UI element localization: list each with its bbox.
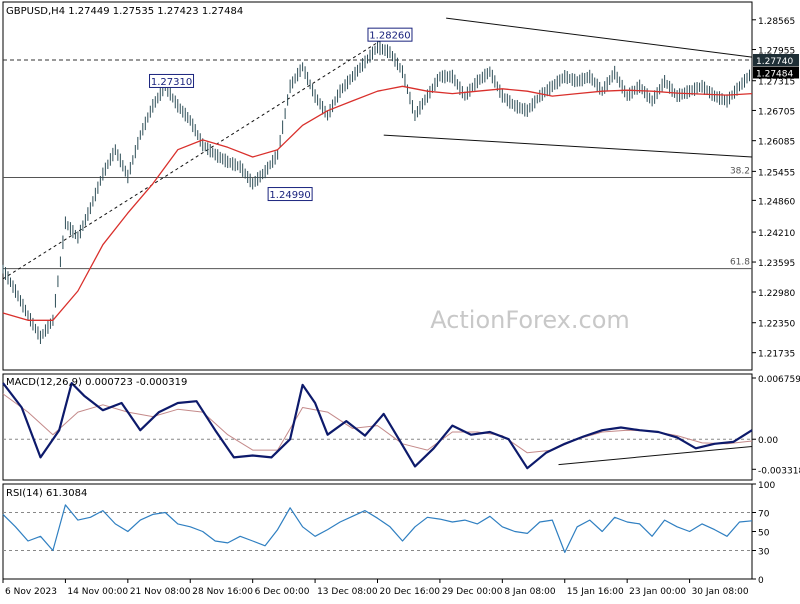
price-label-box: [267, 187, 313, 202]
price-y-tick-label: 1.27955: [758, 47, 795, 57]
price-label: 1.24990: [269, 190, 310, 201]
macd-signal-line: [2, 393, 753, 454]
fib-level-label: 61.8: [730, 258, 750, 268]
price-label-box: [149, 73, 195, 88]
moving-average-line: [2, 85, 753, 321]
x-axis-tick-label: 29 Dec 00:00: [442, 587, 503, 597]
rsi-title: RSI(14) 61.3084: [6, 488, 87, 499]
macd-line: [2, 382, 753, 470]
x-axis-tick-label: 28 Nov 16:00: [192, 587, 253, 597]
price-trendline: [2, 34, 391, 280]
x-axis-tick-label: 15 Jan 16:00: [567, 587, 624, 597]
price-y-tick-label: 1.22980: [758, 289, 795, 299]
macd-panel: [2, 373, 753, 481]
price-label: 1.27310: [151, 77, 192, 88]
macd-y-tick-label: -0.003318: [758, 466, 800, 476]
rsi-line: [2, 504, 753, 554]
x-axis-tick-label: 23 Jan 00:00: [629, 587, 686, 597]
rsi-panel: [2, 483, 753, 580]
x-axis-tick-label: 21 Nov 08:00: [130, 587, 191, 597]
chart-symbol-header: GBPUSD,H4 1.27449 1.27535 1.27423 1.2748…: [6, 6, 243, 17]
price-trendline: [383, 134, 753, 158]
macd-title: MACD(12,26,9) 0.000723 -0.000319: [6, 377, 187, 388]
x-axis-tick-label: 6 Dec 00:00: [255, 587, 310, 597]
x-axis-tick-label: 6 Nov 2023: [5, 587, 57, 597]
axes-layer: 1.28565 1.27955 1.27315 1.26705 1.26085 1.254…: [2, 17, 800, 597]
price-y-tick-label: 1.26085: [758, 138, 795, 148]
current-price-tag-label: 1.27484: [756, 69, 793, 79]
price-y-tick-label: 1.24860: [758, 197, 795, 207]
watermark: ActionForex.com: [430, 306, 630, 334]
price-y-tick-label: 1.25455: [758, 168, 795, 178]
x-axis-tick-label: 14 Nov 00:00: [67, 587, 128, 597]
price-y-tick-label: 1.21735: [758, 350, 795, 360]
x-axis-tick-label: 8 Jan 08:00: [504, 587, 556, 597]
x-axis-tick-label: 20 Dec 16:00: [380, 587, 441, 597]
rsi-y-tick-label: 100: [758, 481, 775, 491]
price-y-tick-label: 1.28565: [758, 17, 795, 27]
macd-y-tick-label: 0.006759: [758, 375, 800, 385]
price-label-box: [367, 27, 413, 42]
x-axis-tick-label: 13 Dec 08:00: [317, 587, 378, 597]
rsi-chart-layer: [2, 504, 753, 554]
price-y-tick-label: 1.23595: [758, 259, 795, 269]
rsi-y-tick-label: 0: [758, 576, 764, 586]
price-y-tick-label: 1.27315: [758, 78, 795, 88]
rsi-y-tick-label: 70: [758, 510, 770, 520]
x-axis-tick-label: 30 Jan 08:00: [692, 587, 749, 597]
macd-y-tick-label: 0.00: [758, 436, 778, 446]
price-panel: [2, 1, 753, 371]
price-label: 1.28260: [369, 31, 410, 42]
rsi-y-tick-label: 30: [758, 548, 770, 558]
macd-trendline: [558, 445, 753, 466]
price-y-tick-label: 1.22350: [758, 320, 795, 330]
current-price-tag: [753, 66, 799, 79]
price-trendline: [446, 17, 753, 58]
current-price-tag: [753, 54, 799, 67]
rsi-y-tick-label: 50: [758, 529, 770, 539]
price-chart-layer: 38.2 61.8 1.28260 1.27310 1.24990: [2, 17, 753, 344]
fib-level-label: 38.2: [730, 166, 750, 176]
price-y-tick-label: 1.24210: [758, 229, 795, 239]
price-y-tick-label: 1.26705: [758, 107, 795, 117]
current-price-tag-label: 1.27740: [756, 57, 793, 67]
macd-chart-layer: [2, 382, 753, 470]
